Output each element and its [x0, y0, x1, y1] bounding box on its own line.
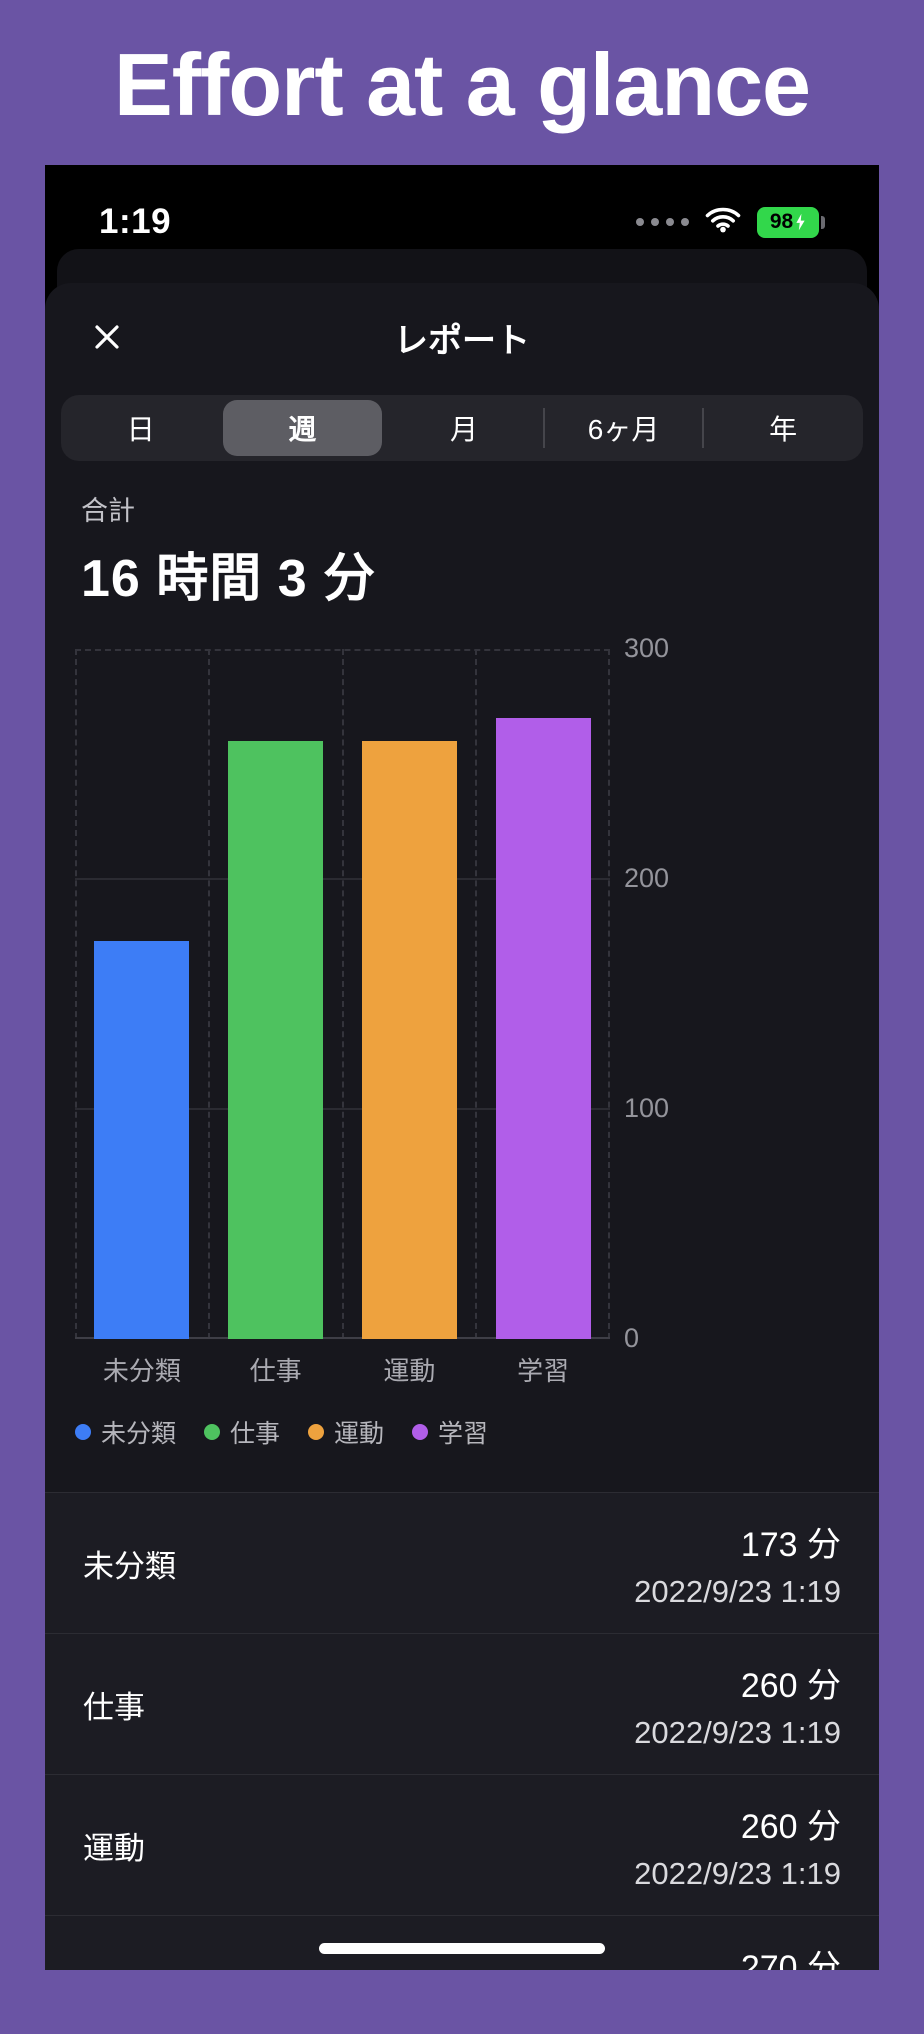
legend-label: 未分類	[101, 1420, 177, 1449]
bar-chart: 0 100 200 300 未分類 仕事 運動 学習 未分類 仕事 運動 学習	[75, 633, 879, 1450]
legend-label: 学習	[438, 1420, 489, 1449]
category-timestamp: 2022/9/23 1:19	[634, 1573, 841, 1609]
sheet-header: レポート	[45, 283, 879, 391]
gridline-vertical	[342, 649, 344, 1340]
category-minutes: 270 分	[740, 1948, 841, 1971]
chart-legend: 未分類 仕事 運動 学習	[75, 1414, 879, 1450]
tab-day[interactable]: 日	[126, 414, 155, 446]
legend-dot	[204, 1424, 221, 1441]
status-icons: 98	[636, 206, 825, 238]
x-axis-line	[75, 1337, 610, 1340]
status-bar: 1:19 98	[45, 165, 879, 265]
tab-six-months[interactable]: 6ヶ月	[542, 395, 704, 461]
home-indicator[interactable]	[319, 1943, 605, 1955]
legend-label: 仕事	[230, 1420, 281, 1449]
tab-year[interactable]: 年	[702, 395, 863, 461]
legend-item-未分類: 未分類	[75, 1414, 176, 1450]
close-button[interactable]	[85, 315, 129, 359]
category-list: 未分類 173 分 2022/9/23 1:19 仕事 260 分 2022/9…	[45, 1492, 879, 1971]
x-label-仕事: 仕事	[249, 1356, 302, 1387]
gridline-300	[75, 649, 610, 652]
report-sheet: レポート 日 週 月 6ヶ月 年 合計 16 時間 3 分	[45, 283, 879, 1971]
list-item[interactable]: 学習 270 分 2022/9/23 1:19	[45, 1916, 879, 1971]
legend-item-学習: 学習	[412, 1414, 488, 1450]
bar-仕事	[228, 741, 324, 1340]
y-tick-100: 100	[624, 1093, 670, 1124]
wifi-icon	[705, 206, 741, 238]
lightning-bolt-icon	[796, 213, 805, 231]
sheet-title: レポート	[394, 321, 530, 360]
gridline-vertical	[475, 649, 477, 1340]
summary-total-value: 16 時間 3 分	[81, 550, 377, 609]
phone-screenshot: 1:19 98	[45, 165, 879, 1971]
cellular-dots-icon	[636, 218, 689, 227]
y-tick-0: 0	[624, 1323, 640, 1354]
bar-未分類	[94, 941, 190, 1340]
y-axis-labels: 0 100 200 300	[624, 633, 714, 1353]
legend-dot	[412, 1424, 429, 1441]
gridline-100	[75, 1108, 610, 1111]
y-tick-300: 300	[624, 633, 670, 664]
category-minutes: 173 分	[740, 1525, 841, 1564]
x-label-学習: 学習	[517, 1356, 570, 1387]
category-label: 学習	[83, 1964, 145, 1971]
x-close-icon	[95, 325, 119, 349]
gridline-200	[75, 878, 610, 881]
battery-charging-icon: 98	[757, 206, 825, 238]
summary-label: 合計	[81, 496, 135, 527]
category-timestamp: 2022/9/23 1:19	[634, 1855, 841, 1891]
category-label: 仕事	[83, 1689, 145, 1725]
legend-dot	[308, 1424, 325, 1441]
x-label-未分類: 未分類	[102, 1356, 181, 1387]
status-time: 1:19	[99, 202, 172, 242]
gridline-vertical	[75, 649, 77, 1340]
x-label-運動: 運動	[383, 1356, 436, 1387]
gridline-vertical	[608, 649, 610, 1340]
tab-month[interactable]: 月	[449, 414, 478, 446]
gridline-vertical	[208, 649, 210, 1340]
bar-chart-plot	[75, 649, 610, 1340]
category-minutes: 260 分	[740, 1666, 841, 1705]
bar-学習	[495, 718, 591, 1340]
category-label: 未分類	[83, 1548, 176, 1584]
legend-label: 運動	[334, 1420, 385, 1449]
legend-item-仕事: 仕事	[204, 1414, 280, 1450]
list-item[interactable]: 仕事 260 分 2022/9/23 1:19	[45, 1634, 879, 1776]
summary-section: 合計 16 時間 3 分	[45, 461, 879, 611]
legend-item-運動: 運動	[308, 1414, 384, 1450]
bar-運動	[361, 741, 457, 1340]
list-item[interactable]: 未分類 173 分 2022/9/23 1:19	[45, 1493, 879, 1635]
list-item[interactable]: 運動 260 分 2022/9/23 1:19	[45, 1775, 879, 1917]
category-timestamp: 2022/9/23 1:19	[634, 1714, 841, 1750]
y-tick-200: 200	[624, 863, 670, 894]
category-label: 運動	[83, 1830, 145, 1866]
x-axis-labels: 未分類 仕事 運動 学習	[75, 1351, 610, 1388]
legend-dot	[75, 1424, 91, 1441]
page-title: Effort at a glance	[114, 35, 811, 134]
promo-page: { "page": { "title": "Effort at a glance…	[0, 34, 924, 2034]
period-segmented-control: 日 週 月 6ヶ月 年	[61, 395, 863, 462]
category-minutes: 260 分	[740, 1807, 841, 1846]
battery-percent: 98	[769, 210, 794, 234]
tab-week[interactable]: 週	[222, 400, 383, 457]
